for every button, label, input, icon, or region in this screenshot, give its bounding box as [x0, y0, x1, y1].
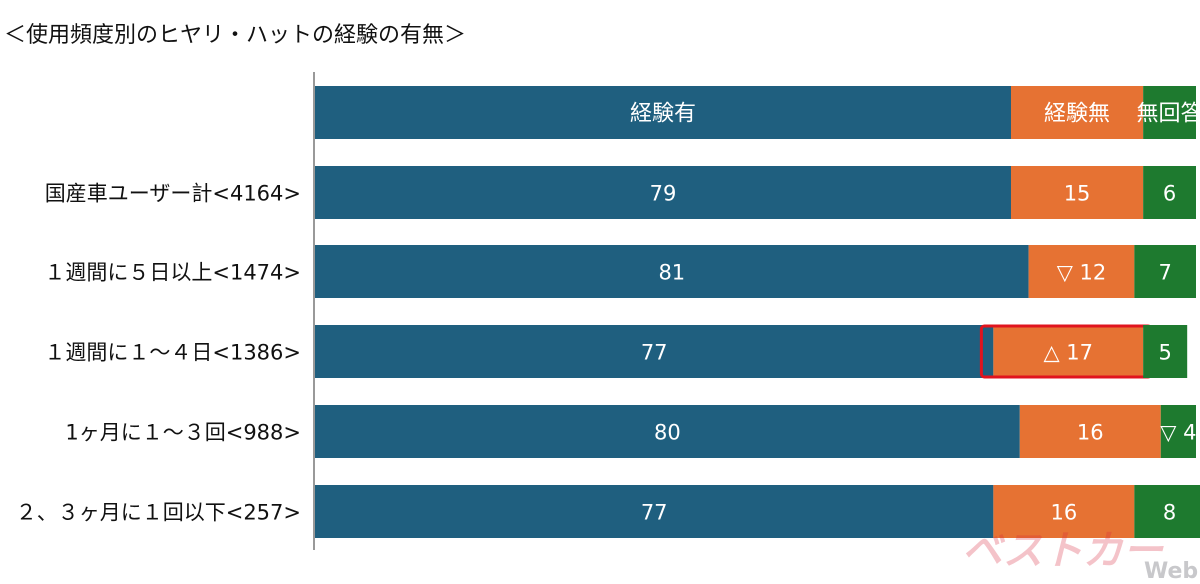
- bar-segment: [315, 245, 1029, 298]
- data-label: 79: [650, 182, 677, 206]
- data-label: 77: [641, 501, 668, 525]
- bar-segment: [1143, 166, 1196, 219]
- bar-segment: [1134, 485, 1200, 538]
- legend-swatch-0: [315, 86, 1011, 139]
- bar-segment: [315, 166, 1011, 219]
- bar-segment: [315, 405, 1020, 458]
- bar-segment: [1019, 405, 1161, 458]
- bar-segment: [1010, 166, 1144, 219]
- data-label: 7: [1158, 261, 1171, 285]
- bar-segment: [315, 485, 994, 538]
- legend-label-1: 経験無: [1044, 102, 1110, 127]
- bar-segment: [1028, 245, 1135, 298]
- data-label: △ 17: [1043, 341, 1093, 365]
- category-label: 1ヶ月に１～３回<988>: [65, 421, 301, 445]
- bar-segment: [315, 325, 994, 378]
- data-label: 80: [654, 421, 681, 445]
- data-label: 15: [1064, 182, 1091, 206]
- category-label: １週間に５日以上<1474>: [44, 261, 301, 285]
- category-label: １週間に１～４日<1386>: [44, 341, 301, 365]
- category-label: 国産車ユーザー計<4164>: [45, 182, 301, 206]
- data-label: 77: [641, 341, 668, 365]
- legend-swatch-2: [1143, 86, 1196, 139]
- data-label: 6: [1163, 182, 1176, 206]
- data-label: 16: [1050, 501, 1077, 525]
- data-label: 16: [1077, 421, 1104, 445]
- bar-segment: [1160, 405, 1196, 458]
- bar-segment: [993, 325, 1144, 378]
- chart-title: ＜使用頻度別のヒヤリ・ハットの経験の有無＞: [4, 23, 467, 48]
- legend-label-2: 無回答: [1137, 102, 1200, 127]
- legend-swatch-1: [1010, 86, 1144, 139]
- data-label: ▽ 4: [1160, 421, 1196, 445]
- category-label: ２、３ヶ月に１回以下<257>: [16, 501, 301, 525]
- bar-segment: [1143, 325, 1188, 378]
- bar-segment: [993, 485, 1135, 538]
- bar-segment: [1134, 245, 1196, 298]
- data-label: 8: [1163, 501, 1176, 525]
- data-label: 81: [658, 261, 685, 285]
- data-label: ▽ 12: [1057, 261, 1107, 285]
- legend-label-0: 経験有: [630, 102, 696, 127]
- data-label: 5: [1158, 341, 1171, 365]
